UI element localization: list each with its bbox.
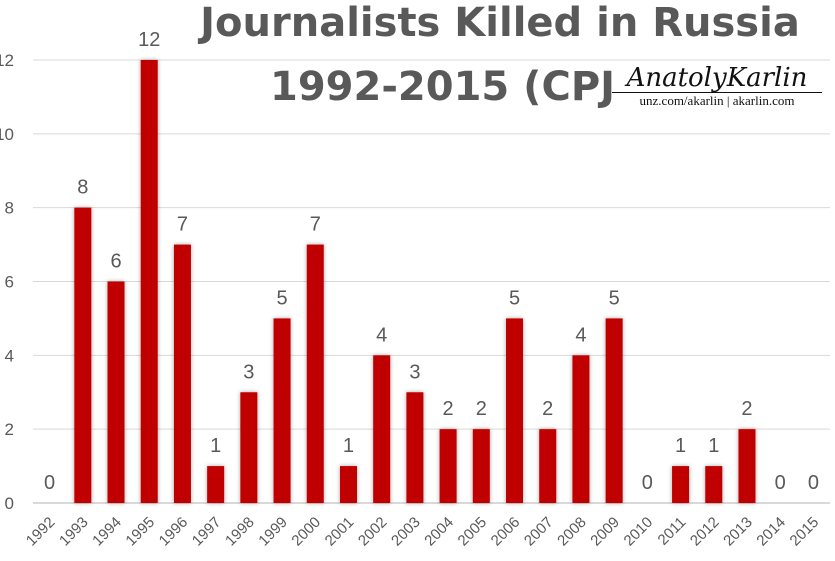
- bar-2012: [705, 466, 723, 503]
- data-label-1992: 0: [44, 472, 55, 494]
- x-tick-label: 2004: [421, 514, 457, 550]
- x-tick-label: 2011: [655, 514, 690, 549]
- bar-2009: [605, 318, 623, 503]
- data-label-2010: 0: [642, 472, 653, 494]
- bar-2013: [738, 429, 756, 503]
- data-label-2015: 0: [808, 472, 819, 494]
- x-tick-label: 2002: [355, 514, 391, 550]
- x-tick-label: 2014: [753, 514, 789, 550]
- data-label-1995: 12: [138, 29, 160, 51]
- data-label-2011: 1: [675, 435, 686, 457]
- bar-2002: [373, 355, 391, 503]
- data-label-1999: 5: [277, 287, 288, 309]
- y-tick-label: 4: [5, 346, 14, 365]
- bar-1999: [273, 318, 291, 503]
- data-label-2001: 1: [343, 435, 354, 457]
- bar-2005: [472, 429, 490, 503]
- bar-2006: [506, 318, 524, 503]
- data-label-2013: 2: [741, 398, 752, 420]
- x-tick-label: 1996: [156, 514, 192, 550]
- bar-2004: [439, 429, 457, 503]
- x-tick-label: 2006: [488, 514, 524, 550]
- bar-1998: [240, 392, 258, 503]
- watermark-urls: unz.com/akarlin | akarlin.com: [639, 93, 795, 108]
- data-label-2012: 1: [708, 435, 719, 457]
- data-label-2007: 2: [542, 398, 553, 420]
- x-tick-label: 2007: [521, 514, 557, 550]
- y-tick-label: 8: [5, 199, 14, 218]
- watermark-logo: AnatolyKarlin unz.com/akarlin | akarlin.…: [612, 64, 822, 109]
- x-tick-label: 2012: [687, 514, 723, 550]
- x-tick-label: 2010: [621, 514, 657, 550]
- x-tick-label: 1999: [255, 514, 291, 550]
- bar-2008: [572, 355, 590, 503]
- bar-1994: [107, 281, 125, 503]
- x-tick-label: 2003: [388, 514, 424, 550]
- data-label-1993: 8: [77, 177, 88, 199]
- data-label-1996: 7: [177, 214, 188, 236]
- x-tick-label: 1994: [89, 514, 125, 550]
- bar-1993: [74, 207, 92, 503]
- x-tick-label: 2008: [554, 514, 590, 550]
- x-tick-label: 2013: [720, 514, 756, 550]
- x-tick-label: 2005: [455, 514, 491, 550]
- bar-1995: [140, 60, 158, 503]
- bar-2001: [339, 466, 357, 503]
- bar-1997: [207, 466, 225, 503]
- data-label-2006: 5: [509, 287, 520, 309]
- x-tick-label: 2000: [288, 514, 324, 550]
- x-tick-label: 1997: [189, 514, 225, 550]
- bar-2011: [672, 466, 690, 503]
- data-label-2005: 2: [476, 398, 487, 420]
- data-label-2004: 2: [443, 398, 454, 420]
- data-label-2000: 7: [310, 214, 321, 236]
- watermark-signature: AnatolyKarlin: [612, 64, 822, 93]
- x-tick-label: 1993: [56, 514, 92, 550]
- data-label-2009: 5: [609, 287, 620, 309]
- x-tick-label: 2001: [322, 514, 358, 550]
- x-tick-label: 1992: [23, 514, 59, 550]
- chart-title-line2: 1992-2015 (CPJ): [270, 64, 634, 110]
- data-label-2008: 4: [575, 324, 586, 346]
- y-tick-label: 12: [0, 51, 14, 70]
- y-tick-label: 0: [5, 494, 14, 513]
- x-tick-label: 2009: [587, 514, 623, 550]
- y-tick-label: 6: [5, 273, 14, 292]
- data-label-1994: 6: [110, 251, 121, 273]
- y-tick-label: 2: [5, 420, 14, 439]
- data-label-1997: 1: [210, 435, 221, 457]
- data-label-1998: 3: [243, 361, 254, 383]
- chart-title-line1: Journalists Killed in Russia: [200, 0, 800, 46]
- bar-2007: [539, 429, 557, 503]
- bar-2003: [406, 392, 424, 503]
- bar-2000: [306, 244, 324, 504]
- bar-1996: [173, 244, 191, 504]
- x-tick-label: 2015: [787, 514, 823, 550]
- x-tick-label: 1995: [122, 514, 158, 550]
- x-tick-label: 1998: [222, 514, 258, 550]
- y-tick-label: 10: [0, 125, 14, 144]
- data-label-2003: 3: [409, 361, 420, 383]
- data-label-2002: 4: [376, 324, 387, 346]
- data-label-2014: 0: [775, 472, 786, 494]
